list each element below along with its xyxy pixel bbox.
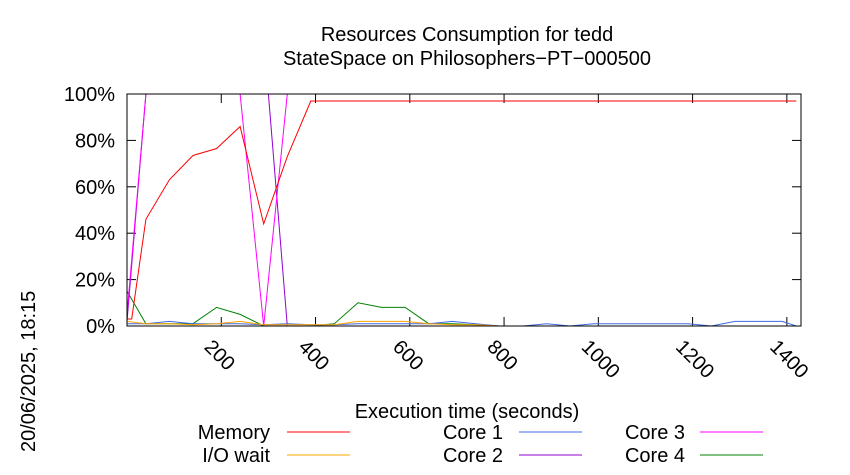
- x-tick-label: 1200: [671, 336, 718, 383]
- x-axis-label: Execution time (seconds): [355, 401, 580, 423]
- chart-subtitle: StateSpace on Philosophers−PT−000500: [283, 48, 651, 70]
- legend-label: Memory: [198, 422, 270, 444]
- y-tick-label: 60%: [75, 177, 115, 199]
- y-tick-label: 20%: [75, 270, 115, 292]
- legend-label: Core 1: [443, 422, 503, 444]
- side-timestamp-label: 20/06/2025, 18:15: [18, 291, 40, 452]
- x-tick-label: 400: [294, 336, 333, 375]
- series-line-core-3: [126, 93, 797, 327]
- y-tick-label: 0%: [86, 316, 115, 338]
- series-lines: [126, 93, 797, 327]
- series-line-core-4: [126, 290, 797, 327]
- y-tick-label: 80%: [75, 130, 115, 152]
- series-line-core-1: [127, 320, 797, 327]
- chart-title: Resources Consumption for tedd: [321, 24, 613, 46]
- series-line-memory: [127, 100, 797, 320]
- x-tick-label: 600: [388, 336, 427, 375]
- y-tick-label: 100%: [64, 84, 115, 106]
- legend-label: Core 3: [625, 422, 685, 444]
- series-line-core-2: [126, 93, 797, 327]
- legend-label: Core 2: [443, 445, 503, 467]
- y-tick-label: 40%: [75, 223, 115, 245]
- x-axis-ticks: 200 400 600 800 1000 1200 1400: [200, 94, 812, 383]
- y-axis-ticks: 0% 20% 40% 60% 80% 100%: [64, 84, 801, 338]
- legend-label: I/O wait: [202, 445, 270, 467]
- x-tick-label: 1400: [765, 336, 812, 383]
- legend-label: Core 4: [625, 445, 685, 467]
- plot-frame: [126, 93, 802, 327]
- x-tick-label: 800: [483, 336, 522, 375]
- x-tick-label: 200: [200, 336, 239, 375]
- x-tick-label: 1000: [577, 336, 624, 383]
